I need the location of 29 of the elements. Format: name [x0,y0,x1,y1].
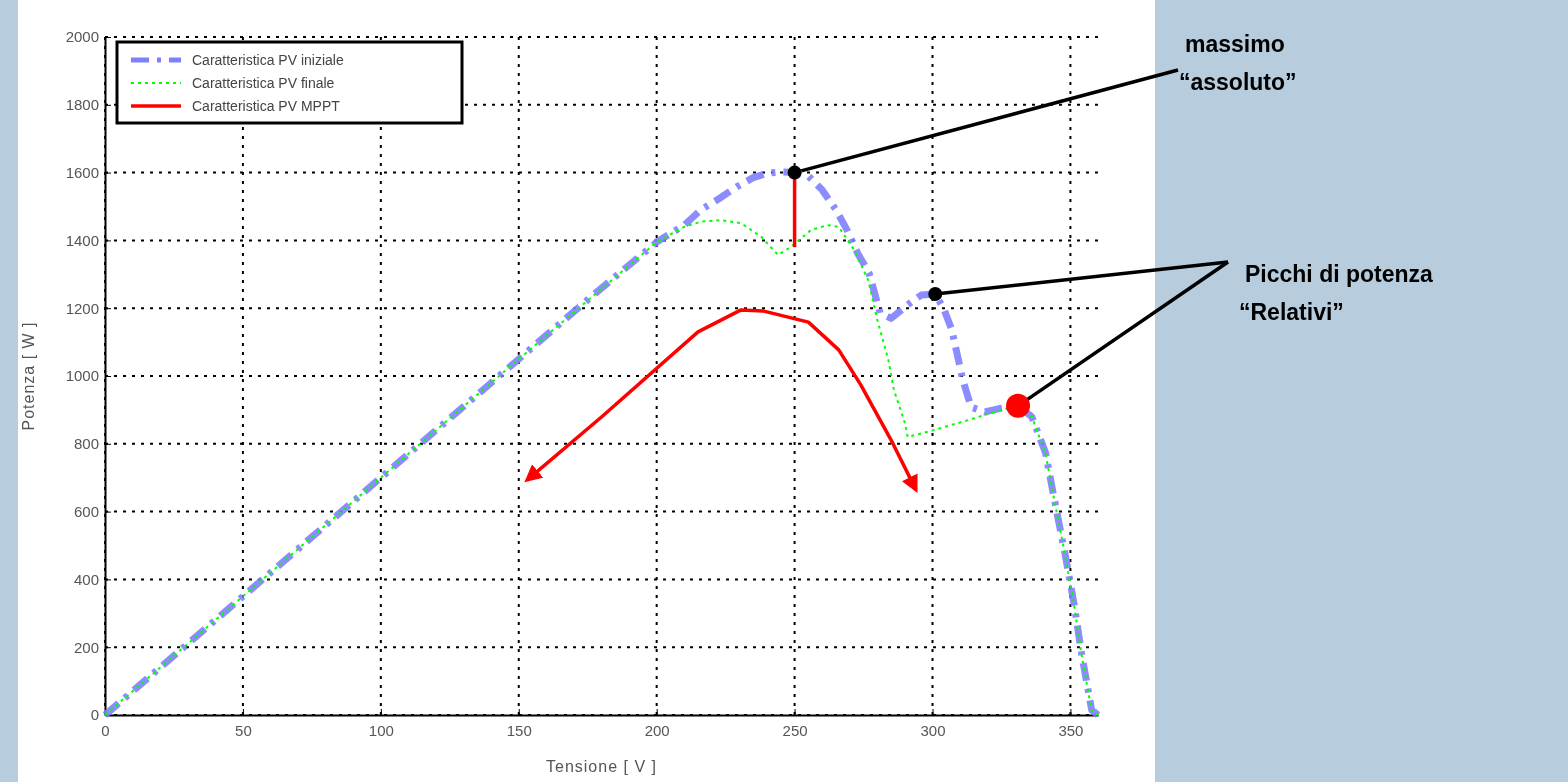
point [787,165,802,180]
y-axis-title: Potenza [ W ] [20,321,37,431]
y-tick-label: 1400 [65,231,99,249]
y-tick-label: 1000 [65,367,99,385]
y-tick-label: 1600 [65,163,99,181]
y-tick-label: 200 [73,638,99,656]
x-tick-label: 150 [506,722,532,739]
y-tick-label: 1800 [65,96,99,114]
y-tick-label: 2000 [65,28,99,46]
annotation: Picchi di potenza “Relativi” [1239,261,1434,325]
legend-label: Caratteristica PV finale [192,75,335,91]
legend-label: Caratteristica PV MPPT [192,98,341,114]
point [928,286,943,301]
y-tick-label: 600 [73,502,99,520]
x-tick-label: 50 [235,722,252,739]
y-tick-label: 1200 [65,299,99,317]
x-tick-label: 300 [920,722,946,739]
legend-label: Caratteristica PV iniziale [192,52,344,68]
annotation: massimo “assoluto” [1179,31,1297,95]
x-tick-label: 250 [782,722,808,739]
x-tick-label: 100 [368,722,394,739]
y-tick-label: 400 [73,570,99,588]
point [1006,393,1031,418]
x-tick-label: 0 [101,722,110,739]
x-tick-label: 350 [1058,722,1084,739]
y-tick-label: 800 [73,435,99,453]
x-tick-label: 200 [644,722,670,739]
y-tick-label: 0 [90,706,99,724]
x-axis-title: Tensione [ V ] [546,758,657,775]
